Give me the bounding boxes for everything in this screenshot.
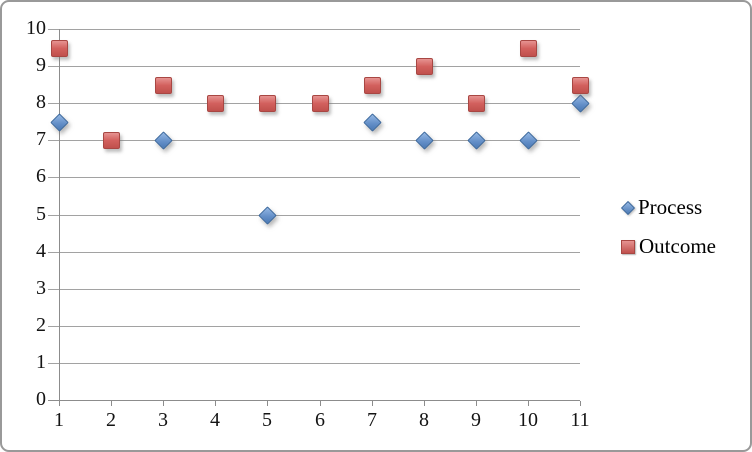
legend: Process Outcome xyxy=(620,194,716,272)
y-axis-tick-label: 4 xyxy=(36,240,46,262)
y-axis-tick-label: 7 xyxy=(36,128,46,150)
data-point-outcome xyxy=(155,77,172,94)
x-axis-tick xyxy=(476,401,477,406)
data-point-outcome xyxy=(572,77,589,94)
x-axis-tick xyxy=(372,401,373,406)
data-point-outcome xyxy=(468,95,485,112)
data-point-process xyxy=(49,112,69,132)
data-point-outcome xyxy=(103,132,120,149)
x-axis-tick xyxy=(320,401,321,406)
x-axis-tick xyxy=(215,401,216,406)
gridline xyxy=(48,289,580,290)
x-axis-tick-label: 4 xyxy=(210,409,220,431)
process-diamond-icon xyxy=(620,200,635,215)
x-axis-tick xyxy=(267,401,268,406)
x-axis-tick-label: 10 xyxy=(518,409,538,431)
gridline xyxy=(48,140,580,141)
legend-item-outcome[interactable]: Outcome xyxy=(620,233,716,260)
legend-label-outcome: Outcome xyxy=(639,234,716,258)
data-point-outcome xyxy=(520,40,537,57)
gridline xyxy=(48,215,580,216)
data-point-outcome xyxy=(51,40,68,57)
x-axis-tick xyxy=(59,401,60,406)
data-point-process xyxy=(518,130,538,150)
data-point-outcome xyxy=(312,95,329,112)
data-point-outcome xyxy=(259,95,276,112)
legend-label-process: Process xyxy=(638,195,703,219)
outcome-square-icon xyxy=(621,239,635,254)
x-axis-tick xyxy=(580,401,581,406)
legend-item-process[interactable]: Process xyxy=(620,194,716,221)
gridline xyxy=(48,252,580,253)
x-axis-tick-label: 6 xyxy=(315,409,325,431)
x-axis-tick-label: 2 xyxy=(106,409,116,431)
data-point-outcome xyxy=(207,95,224,112)
y-axis-tick-label: 0 xyxy=(36,388,46,410)
data-point-outcome xyxy=(364,77,381,94)
x-axis-tick-label: 11 xyxy=(570,409,590,431)
y-axis-tick-label: 9 xyxy=(36,54,46,76)
x-axis-tick xyxy=(111,401,112,406)
data-point-process xyxy=(257,205,277,225)
x-axis-tick-label: 9 xyxy=(471,409,481,431)
gridline xyxy=(48,363,580,364)
y-axis-tick-label: 6 xyxy=(36,165,46,187)
gridline xyxy=(48,29,580,30)
x-axis-tick-label: 1 xyxy=(54,409,64,431)
x-axis-tick xyxy=(528,401,529,406)
data-point-outcome xyxy=(416,58,433,75)
gridline xyxy=(48,326,580,327)
data-point-process xyxy=(414,130,434,150)
data-point-process xyxy=(466,130,486,150)
gridline xyxy=(48,177,580,178)
y-axis-tick-label: 10 xyxy=(26,17,46,39)
data-point-process xyxy=(153,130,173,150)
y-axis-tick-label: 8 xyxy=(36,91,46,113)
y-axis-line xyxy=(59,29,60,406)
y-axis-tick-label: 2 xyxy=(36,314,46,336)
x-axis-tick-label: 5 xyxy=(262,409,272,431)
x-axis-tick-label: 3 xyxy=(158,409,168,431)
x-axis-tick-label: 8 xyxy=(419,409,429,431)
x-axis-tick-label: 7 xyxy=(367,409,377,431)
data-point-process xyxy=(570,93,590,113)
y-axis-tick-label: 3 xyxy=(36,277,46,299)
x-axis-tick xyxy=(424,401,425,406)
data-point-process xyxy=(362,112,382,132)
x-axis-line xyxy=(48,400,580,401)
y-axis-tick-label: 1 xyxy=(36,351,46,373)
gridline xyxy=(48,66,580,67)
y-axis-tick-label: 5 xyxy=(36,203,46,225)
x-axis-tick xyxy=(163,401,164,406)
